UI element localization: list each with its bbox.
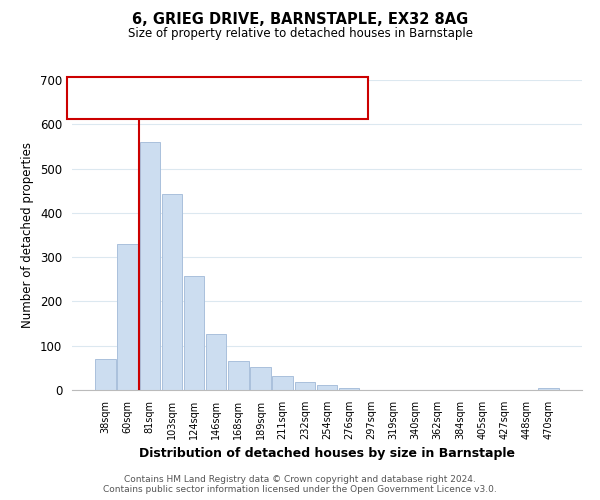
Bar xyxy=(317,384,337,390)
Text: ← 21% of detached houses are smaller (402): ← 21% of detached houses are smaller (40… xyxy=(77,92,328,102)
Text: 6 GRIEG DRIVE: 82sqm: 6 GRIEG DRIVE: 82sqm xyxy=(142,84,293,98)
Bar xyxy=(538,388,559,390)
Bar xyxy=(118,244,138,390)
Bar xyxy=(140,142,160,390)
Bar xyxy=(184,276,204,390)
Bar xyxy=(95,359,116,390)
Bar xyxy=(295,382,315,390)
Text: Contains public sector information licensed under the Open Government Licence v3: Contains public sector information licen… xyxy=(103,485,497,494)
Bar xyxy=(228,361,248,390)
Bar xyxy=(250,367,271,390)
Y-axis label: Number of detached properties: Number of detached properties xyxy=(22,142,34,328)
Text: 6, GRIEG DRIVE, BARNSTAPLE, EX32 8AG: 6, GRIEG DRIVE, BARNSTAPLE, EX32 8AG xyxy=(132,12,468,28)
Text: 78% of semi-detached houses are larger (1,536) →: 78% of semi-detached houses are larger (… xyxy=(77,100,361,110)
Text: Contains HM Land Registry data © Crown copyright and database right 2024.: Contains HM Land Registry data © Crown c… xyxy=(124,475,476,484)
X-axis label: Distribution of detached houses by size in Barnstaple: Distribution of detached houses by size … xyxy=(139,448,515,460)
Bar xyxy=(272,376,293,390)
Bar xyxy=(206,334,226,390)
Bar xyxy=(161,194,182,390)
Text: Size of property relative to detached houses in Barnstaple: Size of property relative to detached ho… xyxy=(128,28,473,40)
Bar xyxy=(339,388,359,390)
